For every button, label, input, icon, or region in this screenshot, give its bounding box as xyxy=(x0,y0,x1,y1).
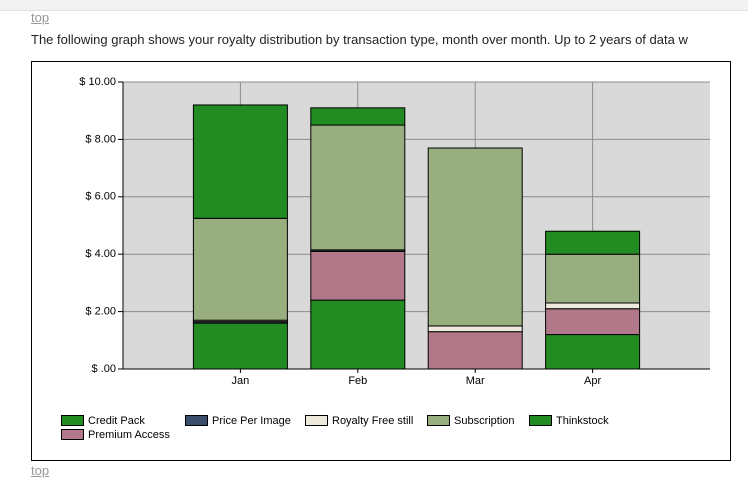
legend-label: Price Per Image xyxy=(212,415,291,427)
x-tick-label: Mar xyxy=(466,375,485,387)
bar-segment xyxy=(427,147,523,327)
bar-segment xyxy=(427,325,523,333)
legend-swatch xyxy=(529,415,552,426)
intro-text: The following graph shows your royalty d… xyxy=(31,32,688,47)
bar-segment xyxy=(310,299,406,370)
legend-swatch xyxy=(61,415,84,426)
y-tick-label: $ 10.00 xyxy=(79,76,116,88)
legend-label: Thinkstock xyxy=(556,415,609,427)
bar-segment xyxy=(427,331,523,370)
bar-segment xyxy=(545,334,641,370)
x-tick-label: Jan xyxy=(232,375,250,387)
bar-segment xyxy=(545,302,641,310)
legend-label: Subscription xyxy=(454,415,515,427)
bar-segment xyxy=(310,250,406,301)
bar-segment xyxy=(310,124,406,251)
y-tick-label: $ 4.00 xyxy=(85,248,116,260)
bar-segment xyxy=(545,253,641,304)
bar-segment xyxy=(192,217,288,321)
header-strip xyxy=(0,0,748,11)
legend-swatch xyxy=(427,415,450,426)
y-tick-label: $ 6.00 xyxy=(85,191,116,203)
top-link[interactable]: top xyxy=(31,10,50,25)
legend-swatch xyxy=(185,415,208,426)
top-link[interactable]: top xyxy=(31,463,50,478)
legend-swatch xyxy=(61,429,84,440)
bar-segment xyxy=(545,308,641,336)
legend-swatch xyxy=(305,415,328,426)
x-tick-label: Feb xyxy=(348,375,367,387)
legend-label: Premium Access xyxy=(88,429,170,441)
bar-segment xyxy=(545,230,641,255)
bar-segment xyxy=(192,104,288,219)
y-tick-label: $ .00 xyxy=(92,363,116,375)
x-tick-label: Apr xyxy=(584,375,601,387)
legend-label: Credit Pack xyxy=(88,415,145,427)
legend-label: Royalty Free still xyxy=(332,415,413,427)
bar-segment xyxy=(192,322,288,370)
bar-segment xyxy=(310,107,406,126)
y-tick-label: $ 2.00 xyxy=(85,306,116,318)
y-tick-label: $ 8.00 xyxy=(85,133,116,145)
